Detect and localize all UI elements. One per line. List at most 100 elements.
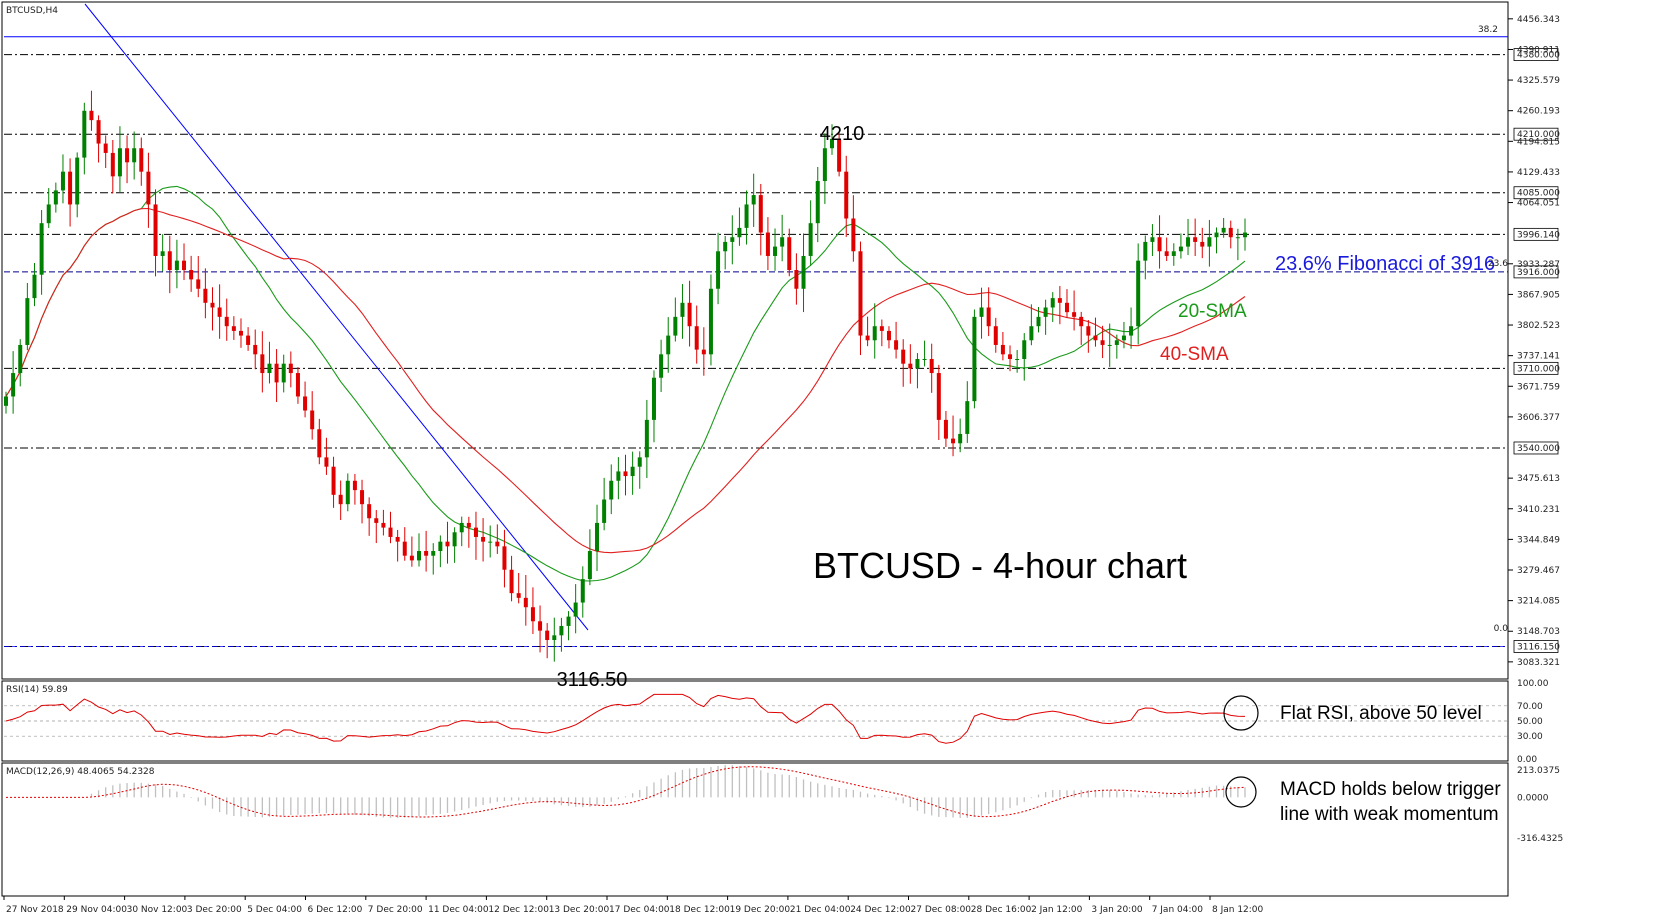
candle-body (360, 490, 365, 505)
high-annotation: 4210 (820, 123, 865, 145)
candle-body (18, 344, 23, 374)
candle-body (231, 326, 236, 331)
candle-body (1114, 340, 1119, 345)
candle-body (830, 138, 834, 149)
time-tick-label: 3 Jan 20:00 (1091, 905, 1143, 915)
rsi-panel-frame (1, 680, 1509, 762)
rsi-tick-label: 70.00 (1517, 702, 1543, 712)
candle-body (103, 143, 108, 153)
candle-body (708, 288, 713, 355)
candle-body (758, 195, 763, 233)
candle-body (338, 494, 343, 505)
candle-body (110, 152, 115, 177)
candle-body (431, 551, 436, 556)
time-tick-label: 7 Dec 20:00 (368, 905, 423, 915)
price-tick-label: 3344.849 (1517, 535, 1560, 545)
level-label: 3996.140 (1517, 230, 1560, 240)
candle-body (395, 536, 400, 542)
candle-body (1036, 316, 1041, 327)
candle-body (324, 457, 329, 467)
candle-body (929, 358, 934, 374)
candle-body (687, 302, 692, 327)
candle-body (1029, 326, 1034, 341)
price-tick-label: 3148.703 (1517, 627, 1560, 637)
candle-body (1015, 358, 1020, 360)
rsi-line (5, 693, 1246, 744)
time-tick-label: 30 Nov 12:00 (127, 905, 188, 915)
candle-body (787, 237, 792, 271)
candle-body (993, 326, 998, 345)
level-label: 4085.000 (1517, 189, 1560, 199)
candle-body (951, 438, 956, 444)
candle-body (1186, 237, 1191, 247)
price-tick-label: 3214.085 (1517, 597, 1560, 607)
price-tick-label: 4390.911 (1517, 45, 1560, 55)
candle-body (452, 532, 457, 547)
candle-body (295, 373, 300, 397)
candle-body (203, 288, 208, 303)
time-tick-label: 27 Nov 2018 (6, 905, 64, 915)
candle-body (288, 363, 293, 374)
candle-body (1043, 307, 1048, 317)
candle-body (616, 471, 621, 481)
candle-body (1193, 237, 1198, 242)
level-label: 3916.000 (1517, 268, 1560, 278)
candle-body (417, 551, 421, 561)
candle-body (1221, 227, 1226, 233)
candle-body (1228, 227, 1233, 238)
candle-body (965, 401, 970, 434)
candle-body (659, 354, 664, 378)
level-label: 3540.000 (1517, 444, 1560, 454)
price-tick-label: 3737.141 (1517, 352, 1560, 362)
level-label: 3710.000 (1517, 364, 1560, 374)
sma40-line (5, 207, 1246, 554)
candle-body (11, 373, 16, 397)
rsi-tick-label: 30.00 (1517, 732, 1543, 742)
time-tick-label: 21 Dec 04:00 (790, 905, 851, 915)
candle-body (559, 625, 564, 636)
candle-body (196, 279, 201, 289)
sma20-line (5, 185, 1246, 582)
candle-body (1200, 241, 1205, 247)
price-tick-label: 3279.467 (1517, 566, 1560, 576)
level-label: 4210.000 (1517, 130, 1560, 140)
time-tick-label: 24 Dec 12:00 (850, 905, 911, 915)
level-label: 3116.150 (1517, 642, 1560, 652)
candle-body (117, 148, 122, 177)
level-label-box (1513, 441, 1559, 455)
candle-body (409, 555, 414, 561)
candle-body (310, 410, 315, 430)
candle-body (986, 307, 991, 327)
candle-body (253, 344, 258, 355)
candle-body (630, 466, 635, 477)
candle-body (623, 471, 628, 477)
candle-body (573, 602, 578, 617)
macd-tick-label: -316.4325 (1517, 834, 1563, 844)
candle-body (153, 204, 158, 256)
candle-body (39, 223, 44, 275)
candle-body (139, 148, 144, 172)
macd-note-line1: MACD holds below trigger (1280, 779, 1501, 800)
candle-body (972, 316, 977, 402)
candle-body (167, 251, 172, 271)
candle-body (530, 607, 535, 622)
candle-body (53, 190, 58, 205)
main-panel-frame (1, 1, 1509, 680)
candle-body (1121, 335, 1126, 341)
candle-body (217, 307, 222, 317)
candle-body (808, 223, 813, 256)
candle-body (25, 298, 30, 345)
candle-body (260, 354, 265, 374)
candle-body (637, 457, 642, 467)
rsi-tick-label: 50.00 (1517, 717, 1543, 727)
candle-body (858, 251, 863, 336)
candle-body (844, 171, 849, 219)
candle-body (367, 504, 372, 519)
time-tick-label: 5 Dec 04:00 (247, 905, 302, 915)
time-tick-label: 12 Dec 12:00 (488, 905, 549, 915)
candle-body (495, 541, 500, 547)
candle-body (60, 171, 65, 191)
candle-body (901, 349, 906, 364)
chart-title: BTCUSD - 4-hour chart (813, 545, 1187, 586)
candle-body (317, 429, 322, 458)
